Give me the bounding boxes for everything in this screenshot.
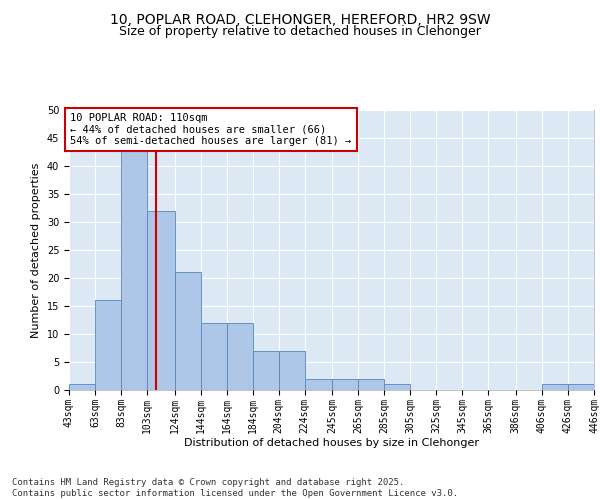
Text: Contains HM Land Registry data © Crown copyright and database right 2025.
Contai: Contains HM Land Registry data © Crown c… — [12, 478, 458, 498]
Bar — [253, 351, 279, 390]
Text: 10, POPLAR ROAD, CLEHONGER, HEREFORD, HR2 9SW: 10, POPLAR ROAD, CLEHONGER, HEREFORD, HR… — [110, 12, 490, 26]
Bar — [69, 384, 95, 390]
Text: 10 POPLAR ROAD: 110sqm
← 44% of detached houses are smaller (66)
54% of semi-det: 10 POPLAR ROAD: 110sqm ← 44% of detached… — [70, 113, 352, 146]
Bar — [568, 384, 594, 390]
Bar — [594, 384, 600, 390]
Bar — [200, 323, 227, 390]
Y-axis label: Number of detached properties: Number of detached properties — [31, 162, 41, 338]
Bar — [384, 384, 410, 390]
Bar — [121, 132, 147, 390]
Bar — [542, 384, 568, 390]
Text: Size of property relative to detached houses in Clehonger: Size of property relative to detached ho… — [119, 25, 481, 38]
Bar — [227, 323, 253, 390]
Bar — [95, 300, 121, 390]
Bar — [175, 272, 200, 390]
Bar — [305, 379, 332, 390]
Bar — [332, 379, 358, 390]
Bar — [279, 351, 305, 390]
Bar — [358, 379, 384, 390]
Bar — [147, 211, 175, 390]
X-axis label: Distribution of detached houses by size in Clehonger: Distribution of detached houses by size … — [184, 438, 479, 448]
